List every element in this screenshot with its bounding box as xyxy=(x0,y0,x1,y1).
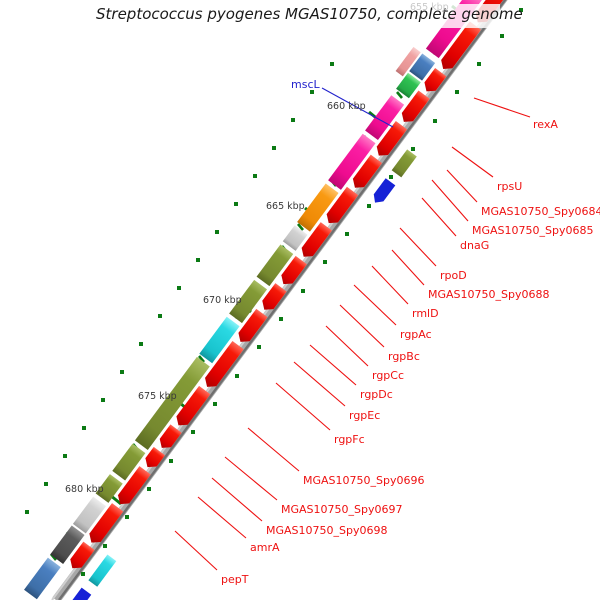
leader-line xyxy=(293,361,346,407)
feature-label-mscl[interactable]: mscL xyxy=(291,78,320,91)
category-bar-lightgray[interactable] xyxy=(72,496,107,534)
leader-line xyxy=(371,265,409,305)
feature-label-rexa[interactable]: rexA xyxy=(533,118,558,131)
feature-label-mgas10750_spy0696[interactable]: MGAS10750_Spy0696 xyxy=(303,474,425,487)
category-bar-olive[interactable] xyxy=(134,356,210,450)
leader-line xyxy=(446,169,478,203)
feature-label-dnag[interactable]: dnaG xyxy=(460,239,490,252)
cds-reverse-track[interactable] xyxy=(67,149,417,600)
category-bar-olive[interactable] xyxy=(95,474,123,503)
category-bar-olive[interactable] xyxy=(112,443,146,481)
ruler-tick-label: 680 kbp xyxy=(65,484,104,495)
feature-label-mgas10750_spy0698[interactable]: MGAS10750_Spy0698 xyxy=(266,524,388,537)
leader-line xyxy=(174,530,218,571)
feature-label-rpod[interactable]: rpoD xyxy=(440,269,467,282)
feature-label-rmld[interactable]: rmlD xyxy=(412,307,439,320)
ruler-tick-label: 660 kbp xyxy=(327,101,366,112)
label-leader-lines xyxy=(174,87,531,571)
category-bar-magenta[interactable] xyxy=(365,95,405,141)
feature-label-mgas10750_spy0684[interactable]: MGAS10750_Spy0684 xyxy=(481,205,600,218)
leader-line xyxy=(275,382,331,431)
feature-tracks[interactable] xyxy=(15,0,549,600)
leader-line xyxy=(431,179,469,222)
category-bar-green[interactable] xyxy=(396,72,421,99)
leader-line xyxy=(321,87,394,128)
category-bar-olive[interactable] xyxy=(256,244,294,287)
category-bar-salmon[interactable] xyxy=(395,46,421,77)
leader-line xyxy=(197,496,247,539)
feature-label-mgas10750_spy0697[interactable]: MGAS10750_Spy0697 xyxy=(281,503,403,516)
leader-line xyxy=(247,427,300,472)
leader-line xyxy=(339,304,385,348)
leader-line xyxy=(325,325,369,367)
feature-label-rgpbc[interactable]: rgpBc xyxy=(388,350,420,363)
ruler-tick-label: 655 kbp xyxy=(410,2,449,13)
feature-label-rgpec[interactable]: rgpEc xyxy=(349,409,381,422)
reverse-feature-cyan[interactable] xyxy=(88,554,117,587)
ruler-tick-label: 675 kbp xyxy=(138,391,177,402)
leader-line xyxy=(309,344,357,386)
leader-line xyxy=(211,477,263,522)
status-bar: Accession: NC_008024 Topology: circular;… xyxy=(0,566,600,600)
leader-line xyxy=(399,227,437,267)
category-bar-orange[interactable] xyxy=(297,183,339,232)
category-bar-blue[interactable] xyxy=(409,53,436,81)
feature-label-rgpcc[interactable]: rgpCc xyxy=(372,369,405,382)
leader-line xyxy=(224,456,278,501)
leader-line xyxy=(473,97,531,118)
feature-label-rgpac[interactable]: rgpAc xyxy=(400,328,432,341)
feature-label-rgpfc[interactable]: rgpFc xyxy=(334,433,365,446)
ruler-tick-label: 670 kbp xyxy=(203,295,242,306)
leader-line xyxy=(391,249,425,286)
category-bar-olive[interactable] xyxy=(229,279,268,324)
feature-label-rgpdc[interactable]: rgpDc xyxy=(360,388,393,401)
leader-line xyxy=(451,146,494,178)
reverse-feature-olive[interactable] xyxy=(391,149,417,178)
feature-label-amra[interactable]: amrA xyxy=(250,541,280,554)
leader-line xyxy=(353,284,397,326)
reverse-feature-blue-arrow[interactable] xyxy=(67,587,92,600)
feature-label-rpsu[interactable]: rpsU xyxy=(497,180,523,193)
leader-line xyxy=(421,197,457,237)
category-bar-magenta[interactable] xyxy=(328,133,376,190)
ruler-minor-ticks xyxy=(25,8,523,576)
feature-label-mgas10750_spy0685[interactable]: MGAS10750_Spy0685 xyxy=(472,224,594,237)
category-bar-blue[interactable] xyxy=(24,557,61,600)
category-bar-darkgray[interactable] xyxy=(50,525,85,564)
page-title: Streptococcus pyogenes MGAS10750, comple… xyxy=(96,5,523,23)
category-bar-lightgray[interactable] xyxy=(282,225,308,251)
feature-label-pept[interactable]: pepT xyxy=(221,573,249,586)
reverse-feature-mscl[interactable] xyxy=(370,178,396,206)
category-bar-cyan[interactable] xyxy=(199,316,240,364)
ruler-tick-label: 665 kbp xyxy=(266,201,305,212)
feature-label-mgas10750_spy0688[interactable]: MGAS10750_Spy0688 xyxy=(428,288,550,301)
